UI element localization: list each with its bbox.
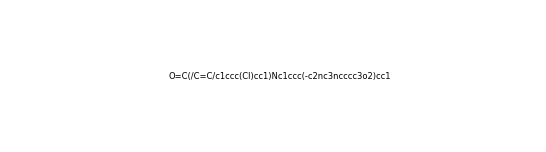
- Text: O=C(/C=C/c1ccc(Cl)cc1)Nc1ccc(-c2nc3ncccc3o2)cc1: O=C(/C=C/c1ccc(Cl)cc1)Nc1ccc(-c2nc3ncccc…: [169, 72, 391, 81]
